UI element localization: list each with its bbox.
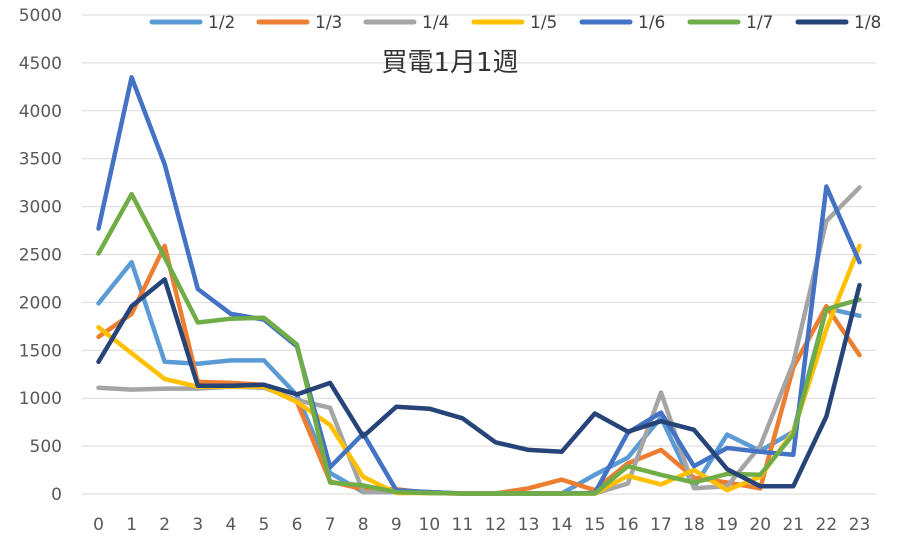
y-tick-label: 1500 [19, 341, 62, 361]
y-tick-label: 4000 [19, 102, 62, 122]
x-tick-label: 17 [650, 515, 672, 535]
legend-item: 1/5 [471, 13, 557, 33]
x-tick-label: 11 [452, 515, 474, 535]
x-tick-label: 7 [325, 515, 336, 535]
y-tick-label: 1000 [19, 389, 62, 409]
legend-label: 1/5 [530, 13, 557, 33]
series-line-1-8 [96, 277, 862, 489]
x-tick-label: 15 [584, 515, 606, 535]
legend-item: 1/6 [579, 13, 665, 33]
gridlines [82, 14, 876, 495]
x-tick-label: 10 [419, 515, 441, 535]
legend-label: 1/4 [422, 13, 449, 33]
x-tick-label: 14 [551, 515, 573, 535]
y-tick-label: 2000 [19, 293, 62, 313]
legend-item: 1/2 [149, 13, 235, 33]
x-tick-label: 6 [292, 515, 303, 535]
x-tick-label: 0 [93, 515, 104, 535]
x-tick-label: 9 [391, 515, 402, 535]
series-line-1-3 [96, 243, 862, 496]
x-tick-label: 12 [485, 515, 507, 535]
x-tick-label: 8 [358, 515, 369, 535]
legend-item: 1/3 [256, 13, 342, 33]
chart-title: 買電1月1週 [381, 48, 518, 78]
legend-label: 1/2 [208, 13, 235, 33]
y-tick-label: 4500 [19, 54, 62, 74]
legend-label: 1/7 [746, 13, 773, 33]
y-tick-label: 3500 [19, 150, 62, 170]
legend-label: 1/3 [315, 13, 342, 33]
x-axis-ticks: 0 1 2 3 4 5 6 7 8 9 10 11 12 13 14 15 16 17 18 19 20 21 22 23 [93, 515, 870, 535]
x-tick-label: 5 [259, 515, 270, 535]
x-tick-label: 1 [126, 515, 137, 535]
x-tick-label: 13 [518, 515, 540, 535]
x-tick-label: 22 [816, 515, 838, 535]
legend-label: 1/8 [854, 13, 881, 33]
x-tick-label: 2 [159, 515, 170, 535]
series-lines [96, 75, 862, 496]
series-line-1-4 [96, 185, 862, 496]
x-tick-label: 23 [849, 515, 871, 535]
y-tick-label: 2500 [19, 246, 62, 266]
series-line-1-5 [96, 243, 862, 496]
x-tick-label: 4 [225, 515, 236, 535]
x-tick-label: 16 [617, 515, 639, 535]
x-tick-label: 18 [683, 515, 705, 535]
legend-item: 1/4 [363, 13, 449, 33]
y-tick-label: 5000 [19, 6, 62, 26]
legend-item: 1/7 [687, 13, 773, 33]
y-axis-ticks: 0 500 1000 1500 2000 2500 3000 3500 4000 4500 5000 [19, 6, 62, 505]
y-tick-label: 3000 [19, 198, 62, 218]
x-tick-label: 19 [716, 515, 738, 535]
x-tick-label: 20 [749, 515, 771, 535]
legend-label: 1/6 [638, 13, 665, 33]
legend-item: 1/8 [795, 13, 881, 33]
legend: 1/2 1/3 1/4 1/5 1/6 1/7 1/8 [149, 13, 881, 33]
series-line-1-2 [96, 259, 862, 496]
y-tick-label: 500 [30, 437, 62, 457]
x-tick-label: 3 [192, 515, 203, 535]
x-tick-label: 21 [782, 515, 804, 535]
y-tick-label: 0 [51, 485, 62, 505]
